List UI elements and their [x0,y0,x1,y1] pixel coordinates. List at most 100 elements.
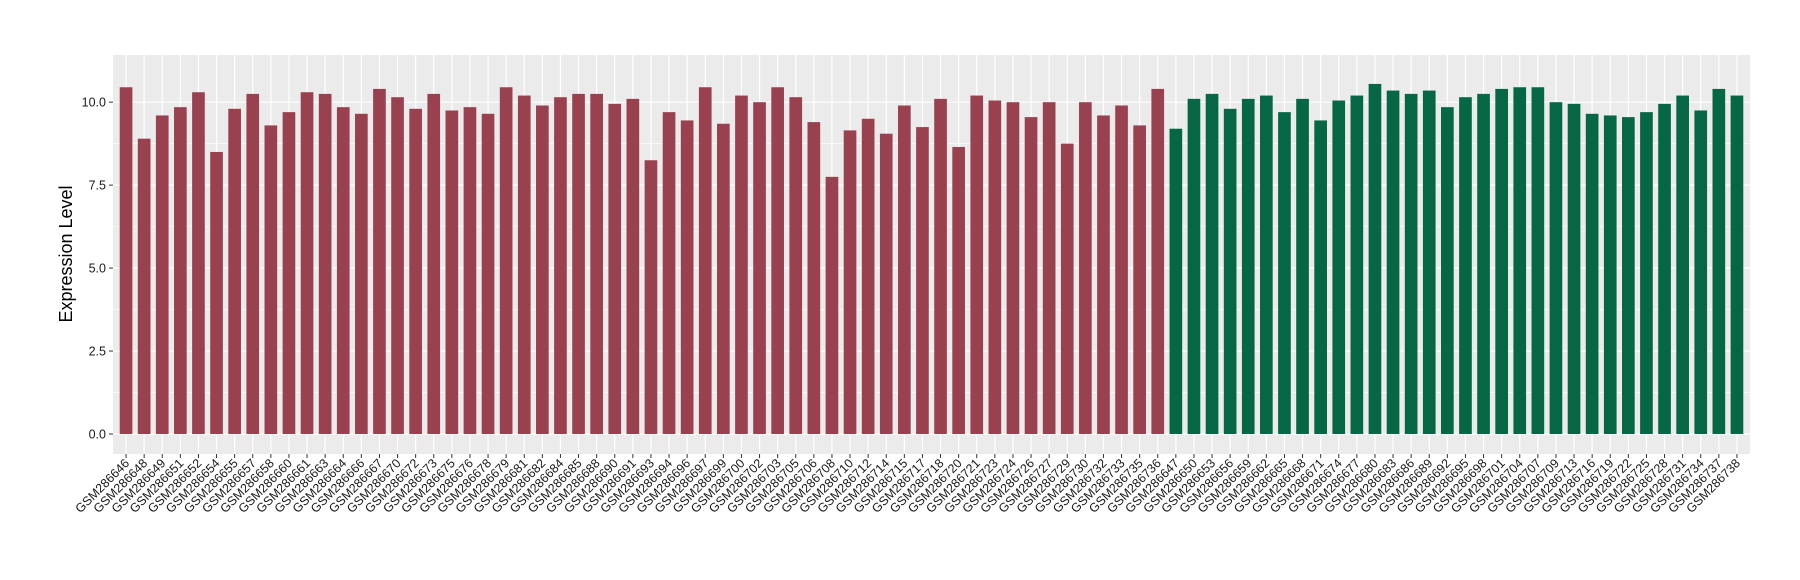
bar [517,95,531,434]
bar [1223,108,1237,435]
bar [427,93,441,435]
bar [698,87,712,434]
bar [228,108,241,435]
bar [1676,95,1689,434]
bar [355,113,368,434]
x-axis: GSM286646GSM286648GSM286649GSM286651GSM2… [73,454,1743,516]
bar [1151,88,1165,434]
bar [1441,107,1454,434]
bar [1241,98,1255,434]
bar [264,125,278,434]
bar [608,103,622,434]
bar [1658,103,1671,434]
bar [1260,95,1273,434]
bar [1459,97,1472,435]
bar [1296,98,1309,434]
bar [336,107,350,434]
bar [1531,87,1545,434]
bar [174,107,187,434]
bar [1079,102,1092,434]
bar [1169,128,1183,434]
bar [1603,115,1617,435]
bar [1694,110,1708,435]
bar [282,112,296,435]
bar [916,127,929,435]
bar [391,97,404,435]
bar [246,93,260,435]
bar [1513,87,1527,434]
bar [1205,93,1219,435]
bar [717,123,730,434]
bar [1332,100,1346,434]
y-tick-label: 5.0 [89,262,106,276]
bar [789,97,803,435]
bar [1567,103,1581,434]
bar [554,97,567,435]
bar [1422,90,1436,435]
bar [879,133,893,435]
bar [210,151,223,435]
bar [409,108,422,435]
bar [753,102,766,434]
bar [572,93,585,435]
bar [1133,125,1146,434]
plot-panel [113,55,1750,454]
bar [843,130,857,435]
bar [536,105,549,434]
bar [1097,115,1110,435]
bar [1350,95,1364,434]
bar [771,87,784,434]
y-axis: 0.0 2.5 5.0 7.5 10.0 [82,96,113,442]
bar [155,115,169,435]
bar [1640,112,1653,435]
bar [1477,93,1490,435]
y-tick-label: 7.5 [89,179,106,193]
bar [590,93,603,435]
bar [1187,98,1201,434]
bar [1314,120,1327,434]
bar [373,88,386,434]
y-tick-label: 0.0 [89,428,106,442]
bar [1404,93,1418,435]
bar [952,146,965,434]
bar [1278,112,1291,435]
y-axis-title: Expression Level [56,185,76,322]
bar [1585,113,1599,434]
bar [499,87,513,434]
bar [807,122,821,434]
bar [898,105,911,434]
y-tick-label: 2.5 [89,345,106,359]
bar [1368,83,1382,434]
bar [445,110,459,435]
bar [1115,105,1128,434]
bar [318,93,332,435]
y-tick-label: 10.0 [82,96,106,110]
bar [1495,88,1508,434]
bar [626,98,640,434]
bar [119,87,133,434]
bar [481,113,495,434]
bar [1386,90,1400,435]
bar [861,118,875,434]
bar [1042,102,1056,434]
bar [463,107,477,434]
bar [300,92,314,435]
bar [825,176,839,434]
bar [680,120,694,434]
bar [970,95,984,434]
bar [662,112,676,435]
bar [1060,143,1074,434]
bars [119,83,1744,435]
bar [934,98,947,434]
bar [988,100,1002,434]
bar [1549,102,1563,434]
bar [1024,117,1038,434]
bar [192,92,205,435]
bar [644,160,658,434]
bar [735,95,748,434]
bar [1712,88,1726,434]
bar [1006,102,1020,434]
bar [1730,95,1744,434]
bar [1622,117,1635,434]
